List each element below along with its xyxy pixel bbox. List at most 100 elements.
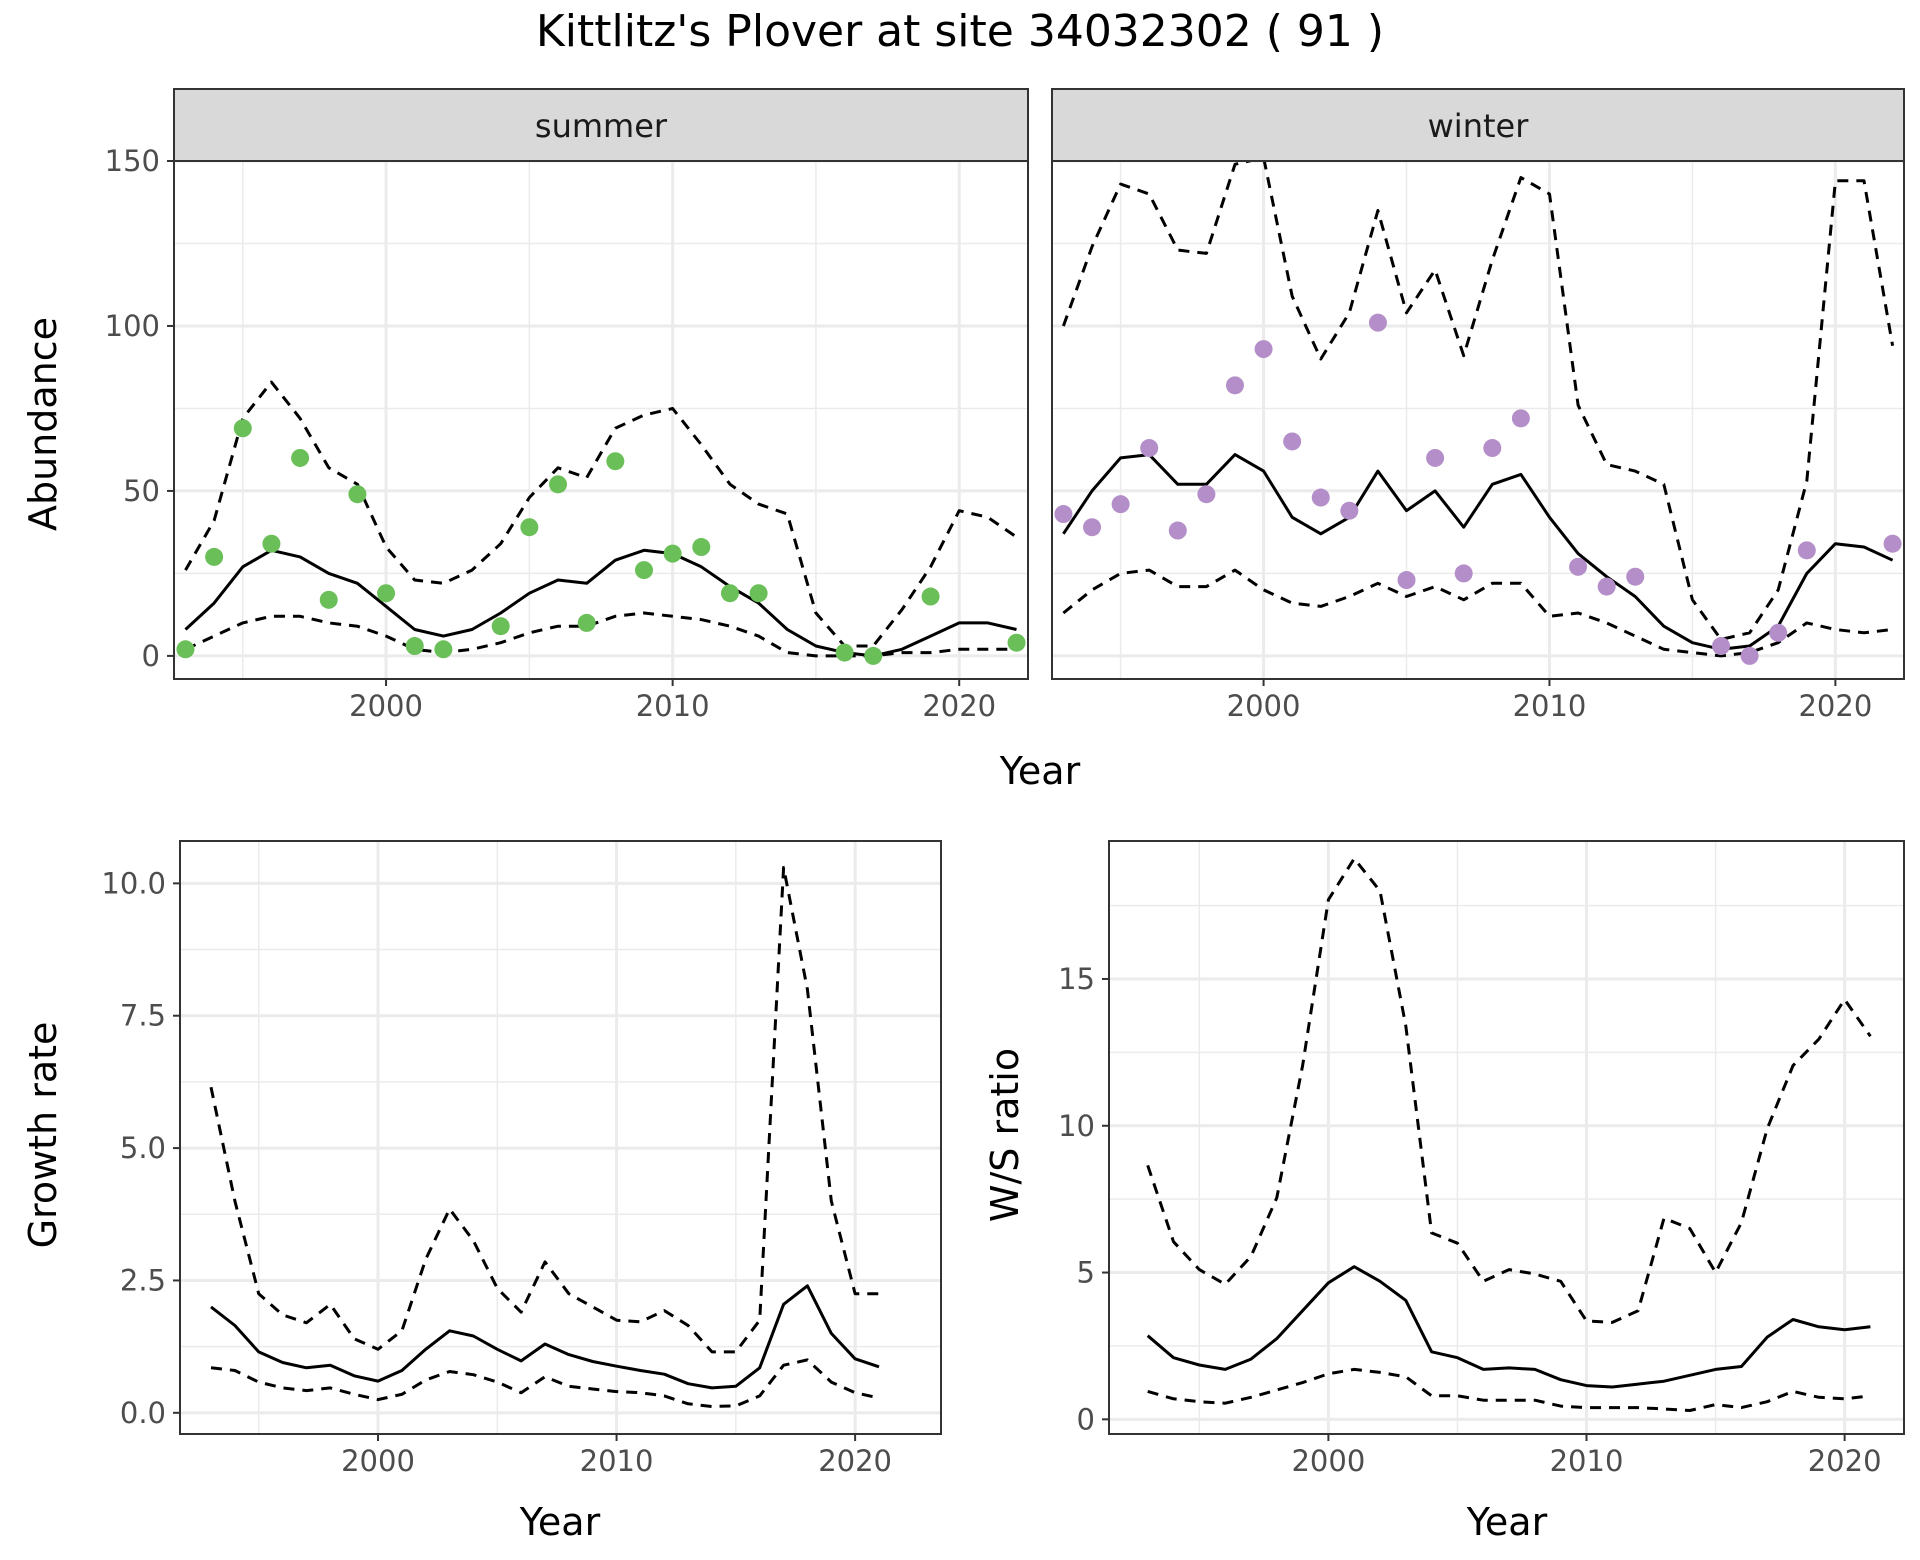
y-tick-label: 7.5 [120, 999, 166, 1033]
plot-background [180, 841, 941, 1434]
y-tick-label: 100 [105, 309, 160, 343]
y-tick-label: 15 [1058, 962, 1095, 996]
observation-point [1083, 518, 1102, 537]
observation-point [291, 448, 310, 467]
observation-point [1397, 571, 1416, 590]
observation-point [864, 646, 883, 665]
observation-point [1483, 439, 1502, 458]
plot-background [174, 161, 1028, 679]
observation-point [720, 584, 739, 603]
y-tick-label: 10 [1058, 1109, 1095, 1143]
confidence-bound-line [1061, 156, 1895, 641]
facet-strip-label: winter [1428, 107, 1530, 145]
confidence-bound-line [1146, 857, 1872, 1324]
observation-point [1426, 448, 1445, 467]
growth-y-label: Growth rate [21, 1022, 65, 1249]
y-tick-label: 5 [1077, 1256, 1095, 1290]
observation-point [1054, 505, 1073, 524]
observation-point [262, 534, 281, 553]
panel-growth-rate: 2000 2010 2020 0.0 2.5 5.0 7.5 10.0 [101, 840, 942, 1478]
x-tick-label: 2010 [1550, 1444, 1624, 1478]
plot-background [1109, 841, 1904, 1434]
abundance-y-label: Abundance [21, 317, 65, 531]
x-tick-label: 2010 [636, 689, 710, 723]
x-tick-label: 2020 [1808, 1444, 1882, 1478]
observation-point [1797, 541, 1816, 560]
estimate-line [210, 1284, 880, 1390]
plot-background [1052, 161, 1904, 679]
observation-point [1311, 488, 1330, 507]
x-tick-label: 2000 [349, 689, 423, 723]
abundance-x-label: Year [999, 749, 1081, 793]
x-tick-label: 2020 [818, 1444, 892, 1478]
figure-title: Kittlitz's Plover at site 34032302 ( 91 … [536, 6, 1384, 57]
observation-point [1740, 646, 1759, 665]
observation-point [1283, 432, 1302, 451]
observation-point [663, 544, 682, 563]
x-tick-label: 2000 [1291, 1444, 1365, 1478]
panel-ws-ratio: 2000 2010 2020 0 5 10 15 [1058, 840, 1905, 1478]
observation-point [835, 643, 854, 662]
observation-point [1769, 623, 1788, 642]
x-tick-label: 2010 [580, 1444, 654, 1478]
x-tick-label: 2000 [341, 1444, 415, 1478]
y-tick-label: 10.0 [101, 866, 166, 900]
y-tick-label: 2.5 [120, 1263, 166, 1297]
observation-point [549, 475, 568, 494]
panel-border [1108, 840, 1905, 1435]
y-tick-label: 50 [123, 474, 160, 508]
ws-y-label: W/S ratio [983, 1048, 1027, 1222]
observation-point [1225, 376, 1244, 395]
facet-strip-label: summer [535, 107, 668, 145]
observation-point [1569, 557, 1588, 576]
observation-point [1168, 521, 1187, 540]
growth-x-label: Year [519, 1500, 601, 1544]
panel-abundance-winter: winter 2000 2010 2020 [1051, 88, 1905, 723]
facet-strip [1051, 88, 1905, 162]
observation-point [1368, 313, 1387, 332]
observation-point [1626, 567, 1645, 586]
observation-point [377, 584, 396, 603]
observation-point [405, 637, 424, 656]
observation-point [1007, 633, 1026, 652]
observation-point [319, 590, 338, 609]
observation-point [1712, 637, 1731, 656]
observation-point [749, 584, 768, 603]
observation-point [634, 561, 653, 580]
observation-point [1597, 577, 1616, 596]
confidence-bound-line [1147, 1367, 1871, 1412]
observation-point [205, 547, 224, 566]
facet-strip [173, 88, 1029, 162]
y-tick-label: 150 [105, 144, 160, 178]
observation-point [176, 640, 195, 659]
observation-point [577, 613, 596, 632]
observation-point [1254, 340, 1273, 359]
observation-point [1140, 439, 1159, 458]
observation-point [1511, 409, 1530, 428]
observation-point [1454, 564, 1473, 583]
y-tick-label: 0 [142, 639, 160, 673]
x-tick-label: 2010 [1513, 689, 1587, 723]
estimate-line [1062, 453, 1894, 651]
observation-point [348, 485, 367, 504]
observation-point [606, 452, 625, 471]
observation-point [520, 518, 539, 537]
observation-point [1340, 501, 1359, 520]
x-tick-label: 2020 [922, 689, 996, 723]
x-tick-label: 2020 [1798, 689, 1872, 723]
estimate-line [1146, 1265, 1871, 1389]
y-tick-label: 0 [1077, 1402, 1095, 1436]
panel-abundance-summer: summer 2000 2010 2020 0 50 100 150 [105, 88, 1029, 723]
observation-point [1111, 495, 1130, 514]
observation-point [1883, 534, 1902, 553]
confidence-bound-line [209, 866, 879, 1354]
confidence-bound-line [210, 1358, 880, 1408]
y-tick-label: 0.0 [120, 1396, 166, 1430]
observation-point [692, 538, 711, 557]
observation-point [434, 640, 453, 659]
observation-point [233, 419, 252, 438]
y-tick-label: 5.0 [120, 1131, 166, 1165]
panel-border [179, 840, 942, 1435]
observation-point [491, 617, 510, 636]
